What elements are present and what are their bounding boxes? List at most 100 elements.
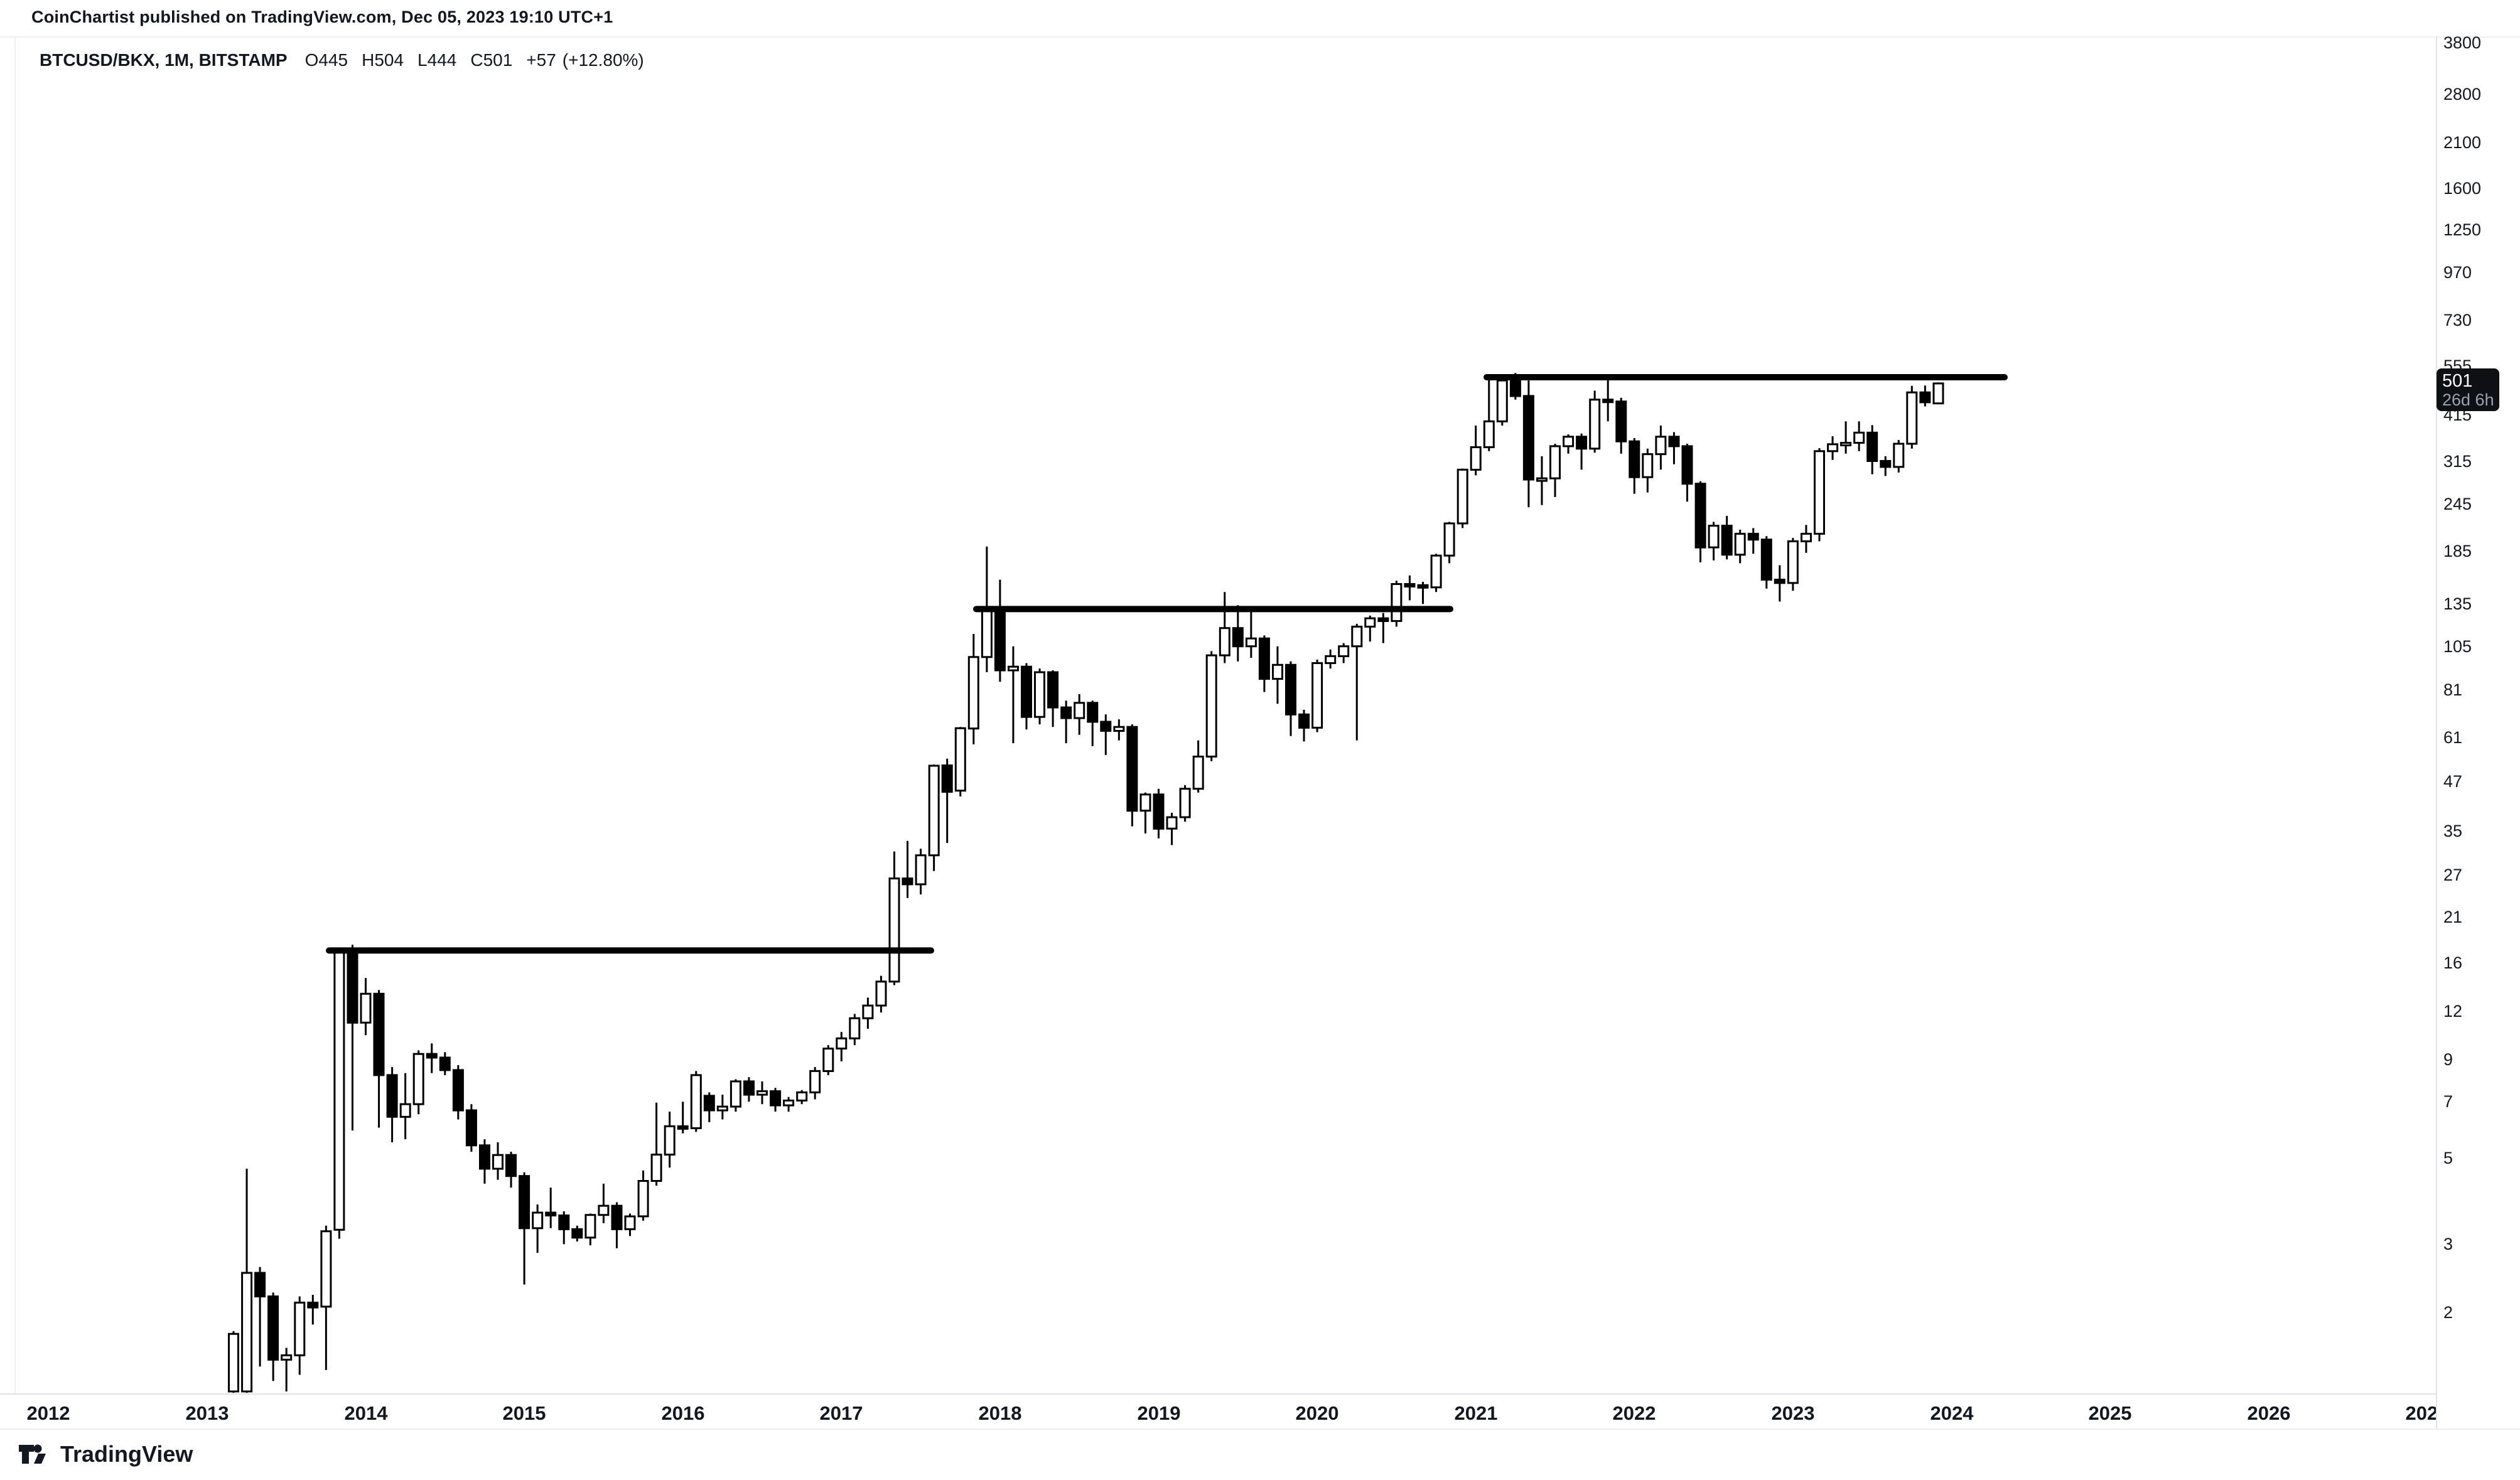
y-axis-label-27: 27 [2443,865,2463,884]
y-axis-label-2100: 2100 [2443,132,2482,152]
candle-2021-09 [1576,436,1588,450]
candle-2016-09 [783,1099,795,1107]
x-axis-label-2018: 2018 [978,1402,1022,1424]
legend-low: L444 [417,50,457,70]
candle-2014-05 [412,1053,424,1105]
candle-2022-12 [1774,579,1785,584]
candle-2022-07 [1708,525,1720,549]
legend-high: H504 [362,50,404,70]
y-axis-label-3800: 3800 [2443,33,2482,52]
candle-2020-04 [1351,625,1363,648]
y-axis-label-185: 185 [2443,541,2472,560]
candle-2019-04 [1192,755,1204,790]
candle-2022-02 [1642,453,1654,478]
candle-2015-04 [558,1215,570,1230]
candle-2021-04 [1509,379,1521,397]
candle-2017-11 [967,656,979,730]
y-axis-label-7: 7 [2443,1092,2453,1112]
price-axis[interactable]: 3800 2800 2100 1600 1250 970 730 555 415 315 245 18… [2436,33,2520,1429]
candle-2019-03 [1179,788,1191,818]
candle-2013-05 [254,1272,266,1297]
candle-2019-06 [1219,627,1230,657]
candle-2021-03 [1496,379,1508,422]
candle-2014-10 [479,1144,490,1170]
x-axis-label-2015: 2015 [502,1402,546,1424]
time-axis[interactable]: 2012 2013 2014 2015 2016 2017 2018 2019 2020 2021… [0,1396,2436,1429]
candle-2015-02 [532,1211,544,1230]
y-axis-label-135: 135 [2443,594,2472,614]
y-axis-label-2: 2 [2443,1302,2453,1322]
y-axis-label-81: 81 [2443,680,2463,700]
y-axis-label-1250: 1250 [2443,220,2482,239]
y-axis-label-105: 105 [2443,636,2472,656]
axis-separator [2436,36,2437,1429]
candle-2015-01 [519,1175,530,1230]
candle-2018-09 [1100,721,1112,732]
candle-2017-12 [981,608,993,658]
candle-2015-07 [598,1204,610,1216]
candle-2022-08 [1721,525,1733,556]
candle-2014-12 [505,1154,517,1177]
candle-2023-08 [1880,459,1892,468]
candle-2017-08 [928,764,940,857]
candle-2018-03 [1021,665,1032,718]
candle-2013-04 [241,1272,253,1393]
publish-attribution: CoinChartist published on TradingView.co… [31,8,613,26]
tradingview-logo[interactable]: TradingView [19,1441,193,1467]
x-axis-label-2014: 2014 [344,1402,388,1424]
legend-close: C501 [470,50,513,70]
candle-2013-10 [320,1230,332,1308]
candle-2018-06 [1060,706,1072,719]
candle-2018-04 [1034,671,1045,718]
x-axis-label-2016: 2016 [661,1402,705,1424]
candle-2021-12 [1615,400,1627,442]
candle-2016-05 [730,1080,741,1108]
candle-2014-07 [439,1056,451,1071]
y-axis-label-730: 730 [2443,311,2472,330]
candle-2016-12 [822,1048,834,1072]
y-axis-label-970: 970 [2443,262,2472,282]
candle-2015-03 [545,1211,557,1216]
candle-2019-01 [1153,793,1165,830]
candle-2023-12 [1932,382,1944,405]
candle-2017-04 [875,980,887,1007]
chart-legend[interactable]: BTCUSD/BKX, 1M, BITSTAMP O445 H504 L444 C501… [40,50,644,70]
candle-2019-02 [1166,816,1178,830]
candle-2019-11 [1285,663,1296,716]
header-divider [0,36,2520,38]
candle-2020-08 [1404,583,1416,587]
candle-2015-09 [624,1215,636,1230]
candle-2017-10 [954,727,966,792]
candle-2020-01 [1311,662,1323,729]
candle-2021-07 [1549,445,1561,480]
candle-2020-10 [1430,554,1442,589]
candle-2014-11 [492,1154,503,1170]
tradingview-logo-icon [19,1444,46,1464]
candle-2017-05 [888,877,900,983]
candle-2018-11 [1126,726,1138,812]
candle-2023-05 [1840,442,1852,446]
x-axis-label-2013: 2013 [185,1402,229,1424]
candle-2021-01 [1470,446,1482,471]
candle-2019-08 [1245,637,1257,648]
candle-2023-07 [1866,431,1878,462]
y-axis-label-3: 3 [2443,1235,2453,1254]
candle-2016-01 [677,1125,689,1130]
x-axis-label-2022: 2022 [1612,1402,1656,1424]
candle-2019-05 [1205,654,1217,758]
candle-2023-02 [1801,532,1812,542]
y-axis-label-61: 61 [2443,728,2463,748]
candle-2022-06 [1694,483,1706,549]
candle-2015-10 [637,1180,649,1218]
candle-2020-02 [1325,655,1337,665]
brand-text: TradingView [60,1441,193,1467]
candle-2020-11 [1443,522,1455,557]
candle-2021-05 [1522,395,1534,481]
candle-2013-06 [267,1295,279,1361]
candle-2022-09 [1734,532,1746,556]
candle-2014-02 [373,992,385,1076]
candle-2023-11 [1919,391,1931,404]
candle-2021-10 [1589,399,1601,450]
candle-2013-03 [228,1333,239,1393]
